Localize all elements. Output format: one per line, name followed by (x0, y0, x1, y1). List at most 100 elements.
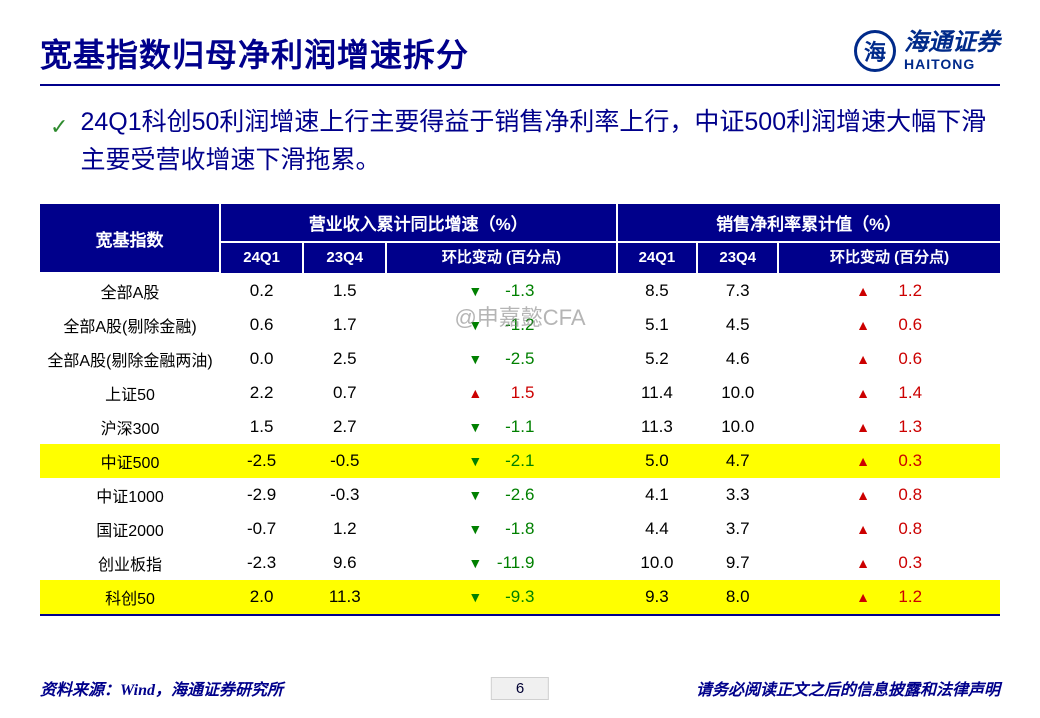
cell-rev-24q1: -0.7 (220, 512, 303, 546)
cell-rev-24q1: 0.6 (220, 308, 303, 342)
cell-mar-change: ▲0.3 (778, 444, 1000, 478)
change-value: 1.4 (882, 383, 922, 403)
cell-rev-24q1: -2.3 (220, 546, 303, 580)
cell-rev-change: ▼-1.2 (386, 308, 616, 342)
change-value: 1.2 (882, 281, 922, 301)
cell-index-name: 中证1000 (40, 478, 220, 512)
table-row: 中证500-2.5-0.5▼-2.15.04.7▲0.3 (40, 444, 1000, 478)
cell-mar-change: ▲1.3 (778, 410, 1000, 444)
cell-rev-23q4: -0.5 (303, 444, 386, 478)
cell-rev-23q4: 9.6 (303, 546, 386, 580)
change-value: 0.6 (882, 349, 922, 369)
cell-mar-23q4: 7.3 (697, 273, 778, 308)
cell-mar-24q1: 4.1 (617, 478, 698, 512)
th-group-margin: 销售净利率累计值（%） (617, 204, 1000, 242)
change-value: -2.6 (494, 485, 534, 505)
cell-mar-24q1: 5.2 (617, 342, 698, 376)
cell-rev-24q1: 0.2 (220, 273, 303, 308)
cell-index-name: 全部A股 (40, 273, 220, 308)
slide: 宽基指数归母净利润增速拆分 海 海通证券 HAITONG ✓ 24Q1科创50利… (0, 0, 1040, 718)
cell-rev-change: ▼-1.8 (386, 512, 616, 546)
cell-index-name: 科创50 (40, 580, 220, 615)
arrow-down-icon: ▼ (468, 317, 480, 333)
cell-rev-24q1: -2.5 (220, 444, 303, 478)
cell-rev-23q4: 1.5 (303, 273, 386, 308)
table-row: 科创502.011.3▼-9.39.38.0▲1.2 (40, 580, 1000, 615)
cell-mar-change: ▲0.8 (778, 478, 1000, 512)
cell-rev-change: ▼ -11.9 (386, 546, 616, 580)
arrow-up-icon: ▲ (856, 521, 868, 537)
cell-index-name: 中证500 (40, 444, 220, 478)
arrow-up-icon: ▲ (856, 453, 868, 469)
cell-rev-change: ▼-1.1 (386, 410, 616, 444)
change-value: 1.3 (882, 417, 922, 437)
check-icon: ✓ (50, 110, 68, 143)
page-title: 宽基指数归母净利润增速拆分 (40, 30, 469, 76)
cell-index-name: 全部A股(剔除金融) (40, 308, 220, 342)
logo-en: HAITONG (904, 57, 1000, 72)
table-row: 中证1000-2.9-0.3▼-2.64.13.3▲0.8 (40, 478, 1000, 512)
company-logo: 海 海通证券 HAITONG (854, 30, 1000, 72)
data-table: 宽基指数 营业收入累计同比增速（%） 销售净利率累计值（%） 24Q1 23Q4… (40, 204, 1000, 616)
cell-mar-24q1: 11.3 (617, 410, 698, 444)
cell-index-name: 创业板指 (40, 546, 220, 580)
th-index: 宽基指数 (40, 204, 220, 273)
cell-mar-23q4: 4.7 (697, 444, 778, 478)
cell-mar-23q4: 10.0 (697, 376, 778, 410)
arrow-down-icon: ▼ (468, 555, 480, 571)
th-rev-24q1: 24Q1 (220, 242, 303, 273)
change-value: -1.3 (494, 281, 534, 301)
cell-rev-24q1: 2.2 (220, 376, 303, 410)
table-row: 上证502.20.7 ▲ 1.5 11.410.0▲ 1.4 (40, 376, 1000, 410)
cell-rev-24q1: 1.5 (220, 410, 303, 444)
cell-mar-change: ▲0.6 (778, 308, 1000, 342)
table-row: 全部A股(剔除金融)0.61.7▼-1.25.14.5▲0.6 (40, 308, 1000, 342)
th-mar-24q1: 24Q1 (617, 242, 698, 273)
cell-mar-23q4: 9.7 (697, 546, 778, 580)
change-value: 0.3 (882, 553, 922, 573)
cell-rev-change: ▼-2.5 (386, 342, 616, 376)
arrow-down-icon: ▼ (468, 589, 480, 605)
arrow-up-icon: ▲ (856, 589, 868, 605)
cell-mar-change: ▲ 1.2 (778, 580, 1000, 615)
bullet-text: 24Q1科创50利润增速上行主要得益于销售净利率上行，中证500利润增速大幅下滑… (80, 104, 1000, 179)
footer-disclaimer: 请务必阅读正文之后的信息披露和法律声明 (696, 676, 1000, 700)
arrow-up-icon: ▲ (856, 283, 868, 299)
cell-rev-23q4: -0.3 (303, 478, 386, 512)
cell-mar-23q4: 4.6 (697, 342, 778, 376)
cell-index-name: 上证50 (40, 376, 220, 410)
table-body: 全部A股0.21.5▼-1.38.57.3▲1.2全部A股(剔除金融)0.61.… (40, 273, 1000, 615)
cell-mar-24q1: 11.4 (617, 376, 698, 410)
cell-rev-23q4: 1.2 (303, 512, 386, 546)
cell-index-name: 沪深300 (40, 410, 220, 444)
th-group-revenue: 营业收入累计同比增速（%） (220, 204, 617, 242)
cell-index-name: 全部A股(剔除金融两油) (40, 342, 220, 376)
arrow-up-icon: ▲ (856, 351, 868, 367)
cell-mar-24q1: 5.1 (617, 308, 698, 342)
arrow-up-icon: ▲ (856, 385, 868, 401)
cell-mar-24q1: 4.4 (617, 512, 698, 546)
cell-rev-23q4: 2.7 (303, 410, 386, 444)
header: 宽基指数归母净利润增速拆分 海 海通证券 HAITONG (40, 30, 1000, 86)
cell-mar-24q1: 10.0 (617, 546, 698, 580)
arrow-up-icon: ▲ (856, 555, 868, 571)
change-value: 1.5 (494, 383, 534, 403)
table-head: 宽基指数 营业收入累计同比增速（%） 销售净利率累计值（%） 24Q1 23Q4… (40, 204, 1000, 273)
change-value: -11.9 (494, 553, 534, 573)
change-value: 0.8 (882, 485, 922, 505)
cell-mar-23q4: 10.0 (697, 410, 778, 444)
cell-mar-change: ▲ 1.4 (778, 376, 1000, 410)
cell-mar-23q4: 8.0 (697, 580, 778, 615)
cell-mar-23q4: 3.7 (697, 512, 778, 546)
change-value: -2.1 (494, 451, 534, 471)
arrow-down-icon: ▼ (468, 283, 480, 299)
cell-rev-24q1: -2.9 (220, 478, 303, 512)
cell-rev-23q4: 0.7 (303, 376, 386, 410)
cell-index-name: 国证2000 (40, 512, 220, 546)
th-mar-23q4: 23Q4 (697, 242, 778, 273)
footer: 资料来源：Wind，海通证券研究所 6 请务必阅读正文之后的信息披露和法律声明 (40, 676, 1000, 700)
cell-mar-change: ▲ 0.6 (778, 342, 1000, 376)
logo-icon: 海 (854, 30, 896, 72)
change-value: 1.2 (882, 587, 922, 607)
table-row: 沪深3001.52.7▼-1.111.310.0▲1.3 (40, 410, 1000, 444)
